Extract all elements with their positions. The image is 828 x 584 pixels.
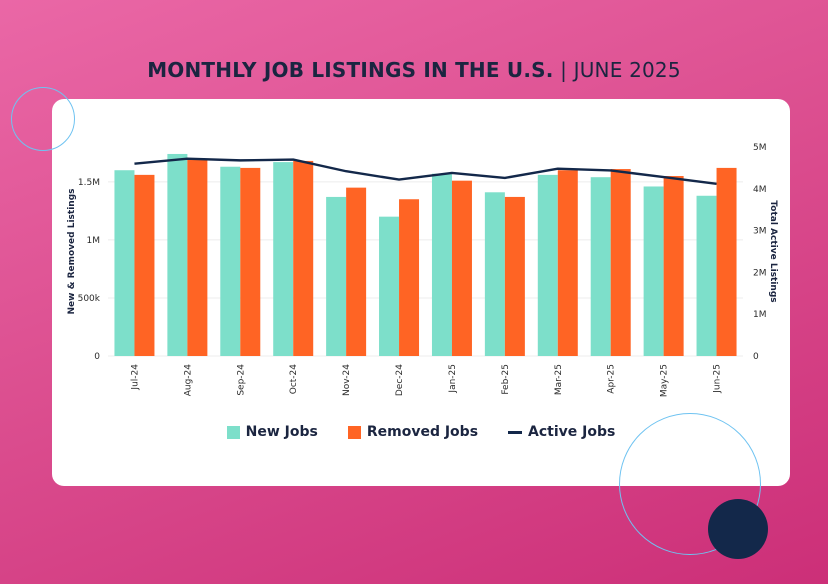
y-axis-title: New & Removed Listings — [67, 189, 77, 315]
x-tick-label: Dec-24 — [395, 364, 405, 396]
bar-removed-jobs — [610, 169, 631, 356]
y2-tick-label: 5M — [753, 143, 767, 153]
bar-removed-jobs — [663, 176, 684, 356]
x-tick-label: Jan-25 — [448, 364, 458, 394]
bar-new-jobs — [590, 177, 611, 356]
bar-new-jobs — [431, 173, 452, 356]
bar-removed-jobs — [346, 187, 367, 356]
y2-tick-label: 1M — [753, 310, 767, 320]
x-tick-label: May-25 — [660, 364, 670, 397]
x-tick-label: Oct-24 — [289, 364, 299, 395]
bar-new-jobs — [114, 170, 135, 356]
legend-item-active-jobs: Active Jobs — [508, 424, 615, 440]
bar-new-jobs — [696, 195, 717, 356]
bar-removed-jobs — [557, 170, 578, 356]
chart-title-separator: | — [553, 58, 574, 82]
y-tick-label: 0 — [94, 352, 100, 362]
bar-removed-jobs — [399, 199, 420, 356]
bar-removed-jobs — [187, 158, 208, 356]
bar-new-jobs — [326, 196, 347, 356]
y2-axis-title: Total Active Listings — [768, 200, 778, 302]
chart-title-date: JUNE 2025 — [573, 58, 681, 82]
legend-swatch-new-jobs — [226, 425, 240, 439]
bar-removed-jobs — [240, 167, 261, 356]
bar-new-jobs — [273, 162, 294, 356]
x-tick-label: Mar-25 — [554, 364, 564, 395]
bar-new-jobs — [484, 192, 505, 356]
x-tick-label: Aug-24 — [183, 364, 193, 397]
x-tick-label: Sep-24 — [236, 364, 246, 396]
y-tick-label: 1.5M — [78, 178, 100, 188]
y2-tick-label: 3M — [753, 227, 767, 237]
bar-new-jobs — [167, 153, 188, 356]
y2-tick-label: 4M — [753, 185, 767, 195]
x-tick-label: Nov-24 — [342, 364, 352, 396]
combo-chart: 0 500k 1M 1.5M 0 1M 2M 3M 4M 5M New & Removed List… — [67, 143, 778, 397]
legend-swatch-removed-jobs — [347, 425, 361, 439]
legend-label-active-jobs: Active Jobs — [528, 424, 616, 440]
bar-new-jobs — [643, 186, 664, 356]
x-tick-label: Jul-24 — [130, 364, 140, 391]
bar-new-jobs — [220, 166, 241, 356]
legend-label-new-jobs: New Jobs — [245, 424, 318, 440]
bar-removed-jobs — [293, 160, 314, 356]
y2-tick-label: 0 — [753, 352, 759, 362]
bar-new-jobs — [379, 216, 400, 356]
bar-removed-jobs — [451, 180, 472, 356]
bar-new-jobs — [537, 174, 558, 356]
decorative-dot — [708, 499, 768, 559]
legend-item-new-jobs: New Jobs — [226, 424, 318, 440]
x-tick-label: Feb-25 — [501, 364, 511, 395]
decorative-ring — [619, 413, 761, 555]
chart-legend: New Jobs Removed Jobs Active Jobs — [52, 422, 790, 442]
legend-line-active-jobs — [508, 430, 523, 434]
line-active-jobs — [134, 157, 717, 185]
bar-removed-jobs — [504, 196, 525, 356]
chart-title: MONTHLY JOB LISTINGS IN THE U.S. | JUNE … — [0, 58, 828, 82]
y-tick-label: 500k — [78, 294, 101, 304]
x-tick-label: Apr-25 — [607, 364, 617, 394]
y2-tick-label: 2M — [753, 268, 767, 278]
legend-item-removed-jobs: Removed Jobs — [347, 424, 479, 440]
y-tick-label: 1M — [87, 236, 101, 246]
bar-removed-jobs — [134, 174, 155, 356]
bar-removed-jobs — [716, 167, 737, 356]
legend-label-removed-jobs: Removed Jobs — [366, 424, 479, 440]
decorative-ring — [11, 87, 75, 151]
x-tick-label: Jun-25 — [713, 364, 723, 394]
chart-title-main: MONTHLY JOB LISTINGS IN THE U.S. — [147, 58, 554, 82]
